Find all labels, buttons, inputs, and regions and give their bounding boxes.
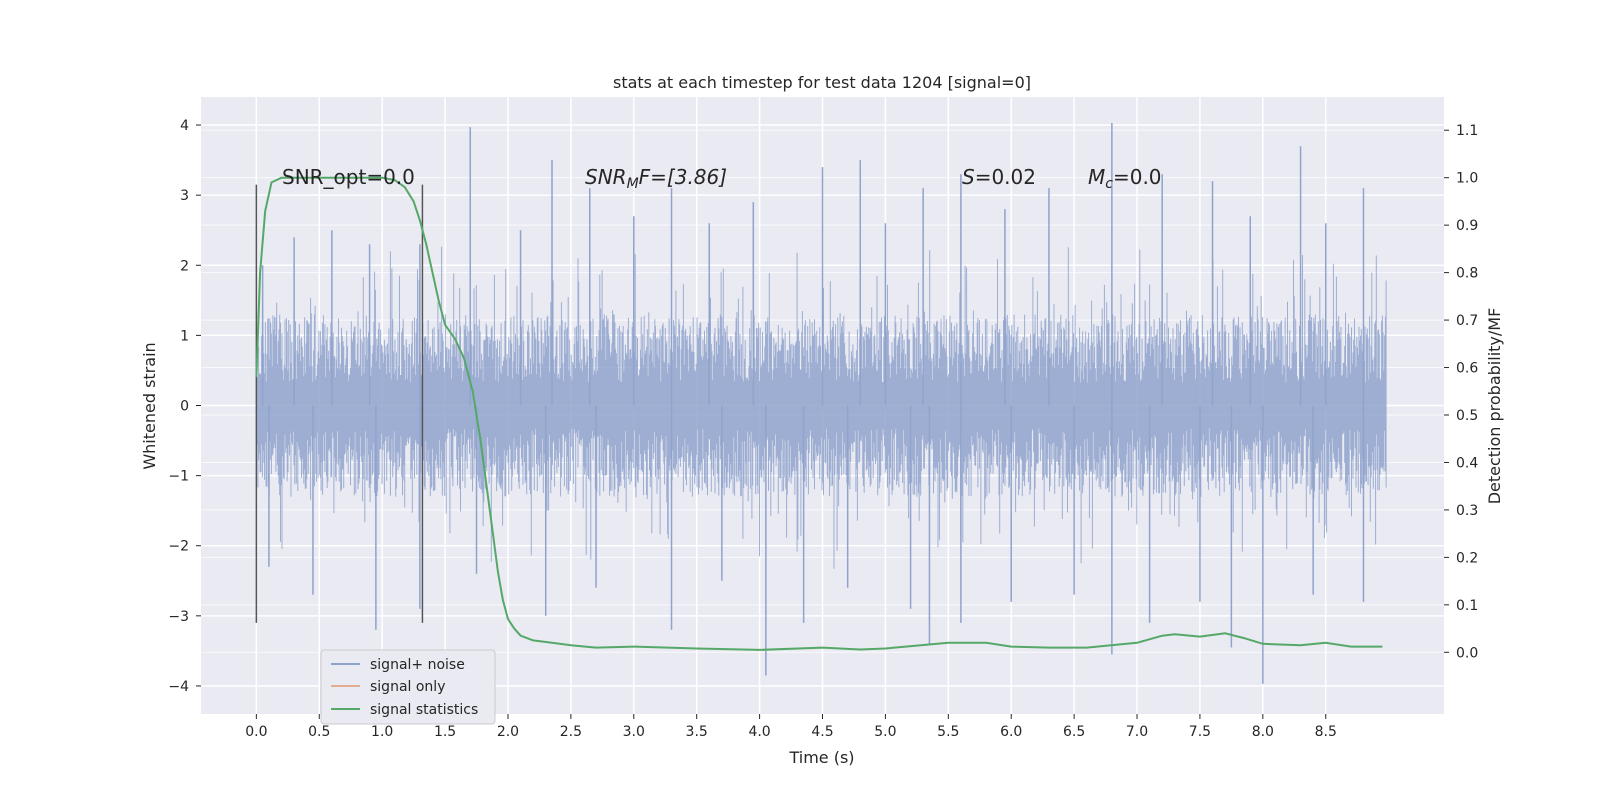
x-tick-label-6: 3.0 xyxy=(623,724,645,740)
annotation-snr-mf-rest: F=[3.86] xyxy=(639,165,727,189)
y-axis-ticks: −4 −3 −2 −1 0 1 2 3 4 xyxy=(168,118,201,695)
x-tick-label-14: 7.0 xyxy=(1126,724,1148,740)
right-tick-label-6: 0.6 xyxy=(1456,361,1478,377)
annotation-snr-opt: SNR_opt=0.0 xyxy=(282,165,415,189)
annotation-s-var: S xyxy=(962,165,975,189)
x-tick-label-7: 3.5 xyxy=(686,724,708,740)
y-tick-label-7: 3 xyxy=(180,188,189,204)
annotation-s: S=0.02 xyxy=(962,165,1036,189)
legend-label-noise: signal+ noise xyxy=(370,657,465,673)
x-tick-label-4: 2.0 xyxy=(497,724,519,740)
x-tick-label-13: 6.5 xyxy=(1063,724,1085,740)
x-tick-label-5: 2.5 xyxy=(560,724,582,740)
right-tick-label-7: 0.7 xyxy=(1456,313,1478,329)
legend-box xyxy=(320,649,496,725)
y-tick-label-3: −1 xyxy=(168,469,189,485)
legend: signal+ noise signal only signal statist… xyxy=(320,649,496,725)
x-tick-label-9: 4.5 xyxy=(811,724,833,740)
annotation-mc-sub: c xyxy=(1105,176,1113,192)
x-axis-label: Time (s) xyxy=(788,748,854,767)
y-tick-label-2: −2 xyxy=(168,539,189,555)
right-tick-label-1: 0.1 xyxy=(1456,598,1478,614)
y-tick-label-8: 4 xyxy=(180,118,189,134)
statistics-line xyxy=(255,176,1383,651)
right-tick-label-10: 1.0 xyxy=(1456,171,1478,187)
legend-label-signal-only: signal only xyxy=(370,679,445,695)
x-tick-label-3: 1.5 xyxy=(434,724,456,740)
x-tick-label-16: 8.0 xyxy=(1252,724,1274,740)
annotation-s-rest: =0.02 xyxy=(975,165,1036,189)
y-tick-label-5: 1 xyxy=(180,328,189,344)
right-axis-label: Detection probability/MF xyxy=(1485,308,1504,505)
x-tick-label-15: 7.5 xyxy=(1189,724,1211,740)
x-tick-label-8: 4.0 xyxy=(748,724,770,740)
y-tick-label-0: −4 xyxy=(168,679,189,695)
chart-title: stats at each timestep for test data 120… xyxy=(613,73,1031,92)
annotation-mc-var: M xyxy=(1088,165,1105,189)
right-tick-label-9: 0.9 xyxy=(1456,218,1478,234)
x-tick-label-11: 5.5 xyxy=(937,724,959,740)
right-tick-label-5: 0.5 xyxy=(1456,408,1478,424)
right-tick-label-4: 0.4 xyxy=(1456,455,1478,471)
x-tick-label-17: 8.5 xyxy=(1315,724,1337,740)
annotation-snr-mf-sub: M xyxy=(627,176,639,192)
noise-series xyxy=(255,122,1387,684)
legend-label-statistics: signal statistics xyxy=(370,702,478,718)
annotation-mc: Mc=0.0 xyxy=(1088,165,1162,192)
y-axis-label: Whitened strain xyxy=(140,342,159,469)
y-tick-label-6: 2 xyxy=(180,258,189,274)
annotation-mc-rest: =0.0 xyxy=(1113,165,1162,189)
right-axis-ticks: 0.0 0.1 0.2 0.3 0.4 0.5 0.6 0.7 0.8 0.9 1.0 1.1 xyxy=(1444,123,1478,661)
right-tick-label-11: 1.1 xyxy=(1456,123,1478,139)
x-tick-label-12: 6.0 xyxy=(1000,724,1022,740)
x-tick-label-0: 0.0 xyxy=(245,724,267,740)
right-tick-label-8: 0.8 xyxy=(1456,266,1478,282)
y-tick-label-4: 0 xyxy=(180,399,189,415)
vertical-markers xyxy=(255,184,424,623)
x-tick-label-10: 5.0 xyxy=(874,724,896,740)
right-tick-label-2: 0.2 xyxy=(1456,550,1478,566)
statistics-series xyxy=(255,176,1383,651)
annotation-snr-mf: SNRMF=[3.86] xyxy=(585,165,727,192)
right-tick-label-3: 0.3 xyxy=(1456,503,1478,519)
y-tick-label-1: −3 xyxy=(168,609,189,625)
right-tick-label-0: 0.0 xyxy=(1456,645,1478,661)
x-axis-ticks: 0.0 0.5 1.0 1.5 2.0 2.5 3.0 3.5 4.0 4.5 5.0 5.5 6.0 6… xyxy=(245,714,1337,740)
x-tick-label-2: 1.0 xyxy=(371,724,393,740)
x-tick-label-1: 0.5 xyxy=(308,724,330,740)
annotation-snr-mf-main: SNR xyxy=(585,165,627,189)
